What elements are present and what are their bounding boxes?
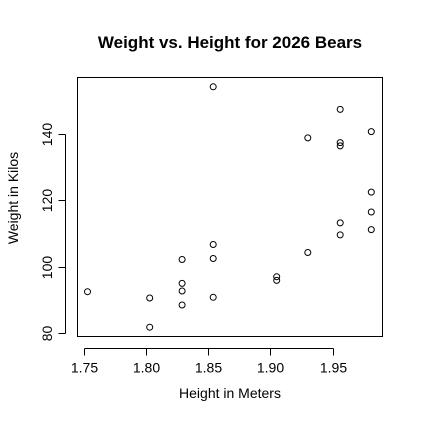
x-tick-label: 1.90 bbox=[257, 360, 284, 376]
data-point bbox=[146, 323, 154, 331]
x-tick-label: 1.80 bbox=[133, 360, 160, 376]
data-point bbox=[367, 188, 375, 196]
data-point bbox=[209, 241, 217, 248]
x-tick-label: 1.75 bbox=[71, 360, 98, 376]
x-axis: 1.75 1.80 1.85 1.90 1.95 bbox=[71, 348, 347, 376]
data-point bbox=[304, 134, 312, 142]
data-point bbox=[84, 288, 91, 296]
data-point bbox=[178, 256, 186, 263]
data-point bbox=[209, 293, 217, 301]
data-point bbox=[336, 139, 344, 147]
data-point bbox=[273, 276, 281, 284]
data-point bbox=[178, 301, 186, 309]
y-tick-label: 100 bbox=[39, 256, 55, 280]
data-point bbox=[273, 273, 281, 281]
data-point bbox=[209, 255, 217, 262]
data-point bbox=[336, 105, 344, 113]
data-point bbox=[209, 83, 217, 91]
data-point bbox=[367, 128, 375, 136]
y-axis: 80 100 120 140 bbox=[39, 123, 66, 342]
y-tick-label: 80 bbox=[39, 326, 55, 342]
y-tick-label: 120 bbox=[39, 189, 55, 213]
plot-area-frame bbox=[77, 77, 383, 337]
x-axis-label: Height in Meters bbox=[179, 385, 281, 401]
data-point bbox=[336, 219, 344, 227]
data-point bbox=[178, 287, 186, 295]
data-point bbox=[367, 208, 375, 216]
x-tick-label: 1.85 bbox=[195, 360, 222, 376]
data-point bbox=[336, 142, 344, 150]
data-point bbox=[146, 294, 154, 302]
data-points bbox=[84, 83, 375, 331]
y-tick-label: 140 bbox=[39, 123, 55, 147]
x-tick-label: 1.95 bbox=[320, 360, 347, 376]
y-axis-label: Weight in Kilos bbox=[5, 152, 21, 244]
data-point bbox=[304, 249, 312, 256]
chart-title: Weight vs. Height for 2026 Bears bbox=[98, 33, 362, 52]
data-point bbox=[367, 226, 375, 234]
data-point bbox=[336, 231, 344, 239]
data-point bbox=[178, 279, 186, 287]
